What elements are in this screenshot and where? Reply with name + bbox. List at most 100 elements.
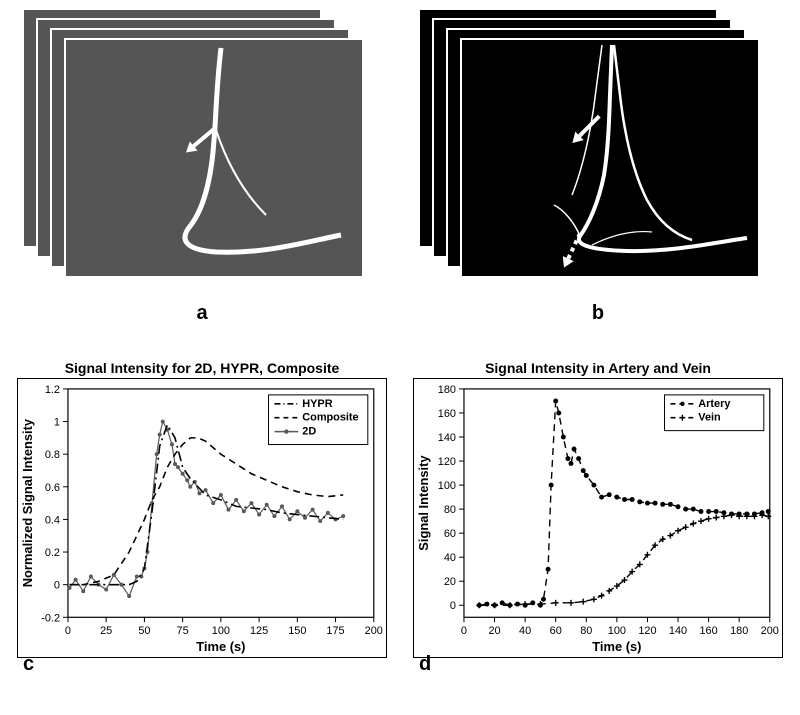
marker [569,461,574,466]
xtick-label: 0 [65,625,71,637]
panel-a: a [8,8,396,352]
marker [188,485,192,489]
marker [127,594,131,598]
xtick-label: 20 [488,625,500,637]
marker [89,575,93,579]
xtick-label: 140 [669,625,687,637]
panel-d-label: d [419,653,431,676]
chart-d-title: Signal Intensity in Artery and Vein [413,360,783,376]
ytick-label: 0.6 [45,482,60,494]
marker [311,508,315,512]
chart-c-title: Signal Intensity for 2D, HYPR, Composite [17,360,387,376]
marker [714,509,719,514]
marker [242,509,246,513]
marker [576,456,581,461]
xtick-label: 0 [461,625,467,637]
figure-grid: a b Signal Intensity for 2D, HYPR, Compo… [0,0,800,715]
marker [668,502,673,507]
marker [556,410,561,415]
xtick-label: 175 [326,625,344,637]
panel-c-label: c [23,653,34,676]
marker [295,509,299,513]
panel-a-label: a [196,302,207,325]
marker [211,501,215,505]
xtick-label: 150 [288,625,306,637]
ytick-label: 0.8 [45,449,60,461]
foot-image [462,40,758,276]
marker [204,488,208,492]
marker [561,435,566,440]
xtick-label: 100 [608,625,626,637]
legend-label: Vein [698,412,720,424]
xtick-label: 40 [519,625,531,637]
marker [119,583,123,587]
marker [614,495,619,500]
ylabel: Signal Intensity [416,455,431,551]
marker [234,498,238,502]
marker [227,508,231,512]
marker [706,509,711,514]
ytick-label: 1.2 [45,384,60,396]
panel-b: b [404,8,792,352]
xtick-label: 200 [761,625,779,637]
marker [341,514,345,518]
marker [676,504,681,509]
marker [181,472,185,476]
marker [135,575,139,579]
marker [683,507,688,512]
marker [265,503,269,507]
marker [572,447,577,452]
marker [645,501,650,506]
marker [326,511,330,515]
marker [170,442,174,446]
marker [584,473,589,478]
marker [591,483,596,488]
marker [565,456,570,461]
ytick-label: -0.2 [41,612,60,624]
xtick-label: 60 [550,625,562,637]
panel-c: Signal Intensity for 2D, HYPR, Composite… [8,360,396,707]
xtick-label: 80 [580,625,592,637]
ytick-label: 0.4 [45,514,60,526]
marker [637,499,642,504]
ytick-label: 20 [444,576,456,588]
marker [288,517,292,521]
legend-label: Composite [302,412,358,424]
ytick-label: 80 [444,504,456,516]
ytick-label: 60 [444,528,456,540]
chart-d-wrap: Signal Intensity in Artery and Vein 0 20 4… [413,360,783,680]
marker [280,504,284,508]
legend-label: 2D [302,426,316,438]
ytick-label: 40 [444,552,456,564]
marker [660,502,665,507]
ytick-label: 140 [438,432,456,444]
marker [622,497,627,502]
marker [158,433,162,437]
marker [698,509,703,514]
marker [653,501,658,506]
marker [581,468,586,473]
xtick-label: 50 [138,625,150,637]
marker [155,452,159,456]
stack-frame [64,38,364,278]
legend-label: HYPR [302,398,332,410]
xtick-label: 125 [250,625,268,637]
chart-d: 0204060801001201401601802000204060801001… [413,378,783,658]
chart-c: 0255075100125150175200-0.200.20.40.60.81… [17,378,387,658]
image-stack-b [418,8,778,298]
ytick-label: 0 [450,600,456,612]
stack-frame [460,38,760,278]
marker [549,483,554,488]
ytick-label: 0 [54,580,60,592]
marker [272,514,276,518]
marker [104,588,108,592]
foot-image [66,40,362,276]
marker [553,398,558,403]
chart-c-wrap: Signal Intensity for 2D, HYPR, Composite… [17,360,387,680]
marker [173,462,177,466]
xtick-label: 25 [100,625,112,637]
marker [541,597,546,602]
ylabel: Normalized Signal Intensity [20,418,35,587]
xtick-label: 75 [177,625,189,637]
ytick-label: 1 [54,417,60,429]
